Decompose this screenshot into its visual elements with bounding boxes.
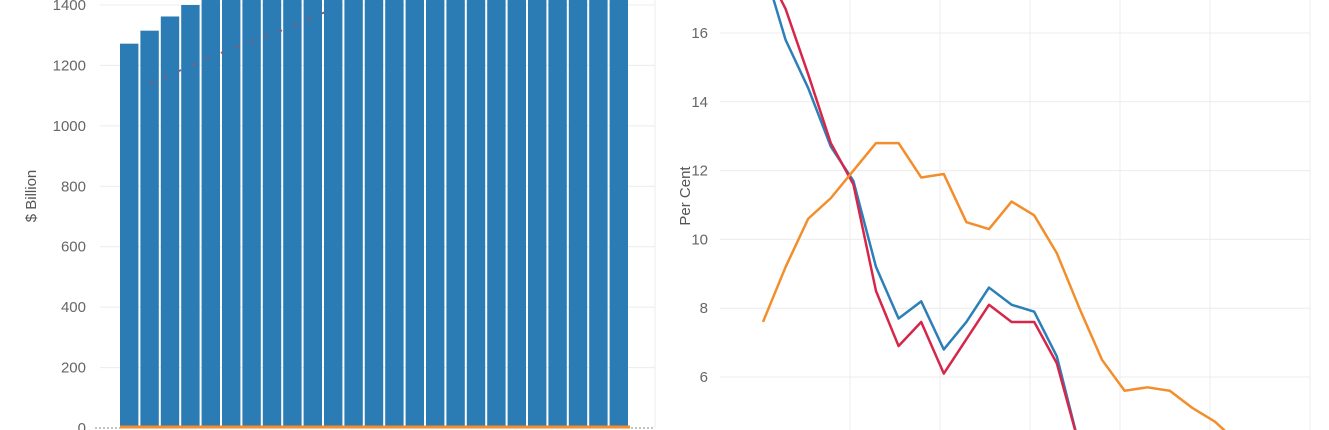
left-bar-chart: 0 200 400 600 800 1000 1200 1400 $ Billion: [23, 0, 656, 430]
bar: [385, 0, 404, 428]
left-y-tick-label: 0: [78, 420, 86, 430]
right-y-tick-label: 14: [691, 94, 708, 111]
bar: [120, 43, 139, 428]
bar: [426, 0, 445, 428]
bar: [405, 0, 424, 428]
right-y-axis-label: Per Cent: [677, 166, 694, 226]
series-line-2: [779, 0, 1077, 430]
bar: [201, 0, 220, 428]
bar: [487, 0, 506, 428]
right-series-lines: [761, 0, 1226, 430]
bar: [568, 0, 588, 428]
right-y-tick-label: 12: [691, 163, 708, 180]
bar: [466, 0, 486, 428]
left-y-tick-label: 600: [61, 239, 86, 256]
left-y-tick-label: 200: [61, 360, 86, 377]
bar: [262, 0, 282, 428]
left-y-tick-label: 1000: [53, 118, 86, 135]
bar: [324, 0, 343, 428]
right-y-tick-label: 8: [700, 300, 708, 317]
bar: [160, 16, 180, 429]
bar: [344, 0, 363, 428]
bar: [303, 0, 322, 428]
right-y-tick-label: 6: [700, 369, 708, 386]
left-y-tick-label: 400: [61, 299, 86, 316]
bar: [364, 0, 384, 428]
bar: [181, 5, 200, 428]
bar: [507, 0, 526, 428]
bar: [609, 0, 628, 428]
bar: [528, 0, 547, 428]
left-y-tick-label: 1400: [53, 0, 86, 14]
bar: [242, 0, 261, 428]
right-y-tick-label: 10: [691, 231, 708, 248]
left-y-tick-labels: 0 200 400 600 800 1000 1200 1400: [53, 0, 86, 430]
right-y-tick-labels: 6 8 10 12 14 16: [691, 25, 708, 386]
bar: [283, 0, 302, 428]
bar: [548, 0, 567, 428]
left-y-tick-label: 1200: [53, 57, 86, 74]
series-line-1: [772, 0, 1077, 430]
series-line-3: [761, 141, 1226, 430]
left-bars: [120, 0, 628, 429]
right-gridlines: [720, 0, 1311, 430]
bar: [446, 0, 465, 428]
dotted-series-line: [149, 7, 336, 85]
right-y-tick-label: 16: [691, 25, 708, 42]
left-y-tick-label: 800: [61, 178, 86, 195]
bar: [140, 30, 159, 429]
left-y-axis-label: $ Billion: [23, 170, 40, 223]
bar: [222, 0, 241, 428]
bar: [589, 0, 608, 428]
right-line-chart: 6 8 10 12 14 16 Per Cent: [677, 0, 1311, 430]
left-overlay-lines: [120, 7, 630, 429]
